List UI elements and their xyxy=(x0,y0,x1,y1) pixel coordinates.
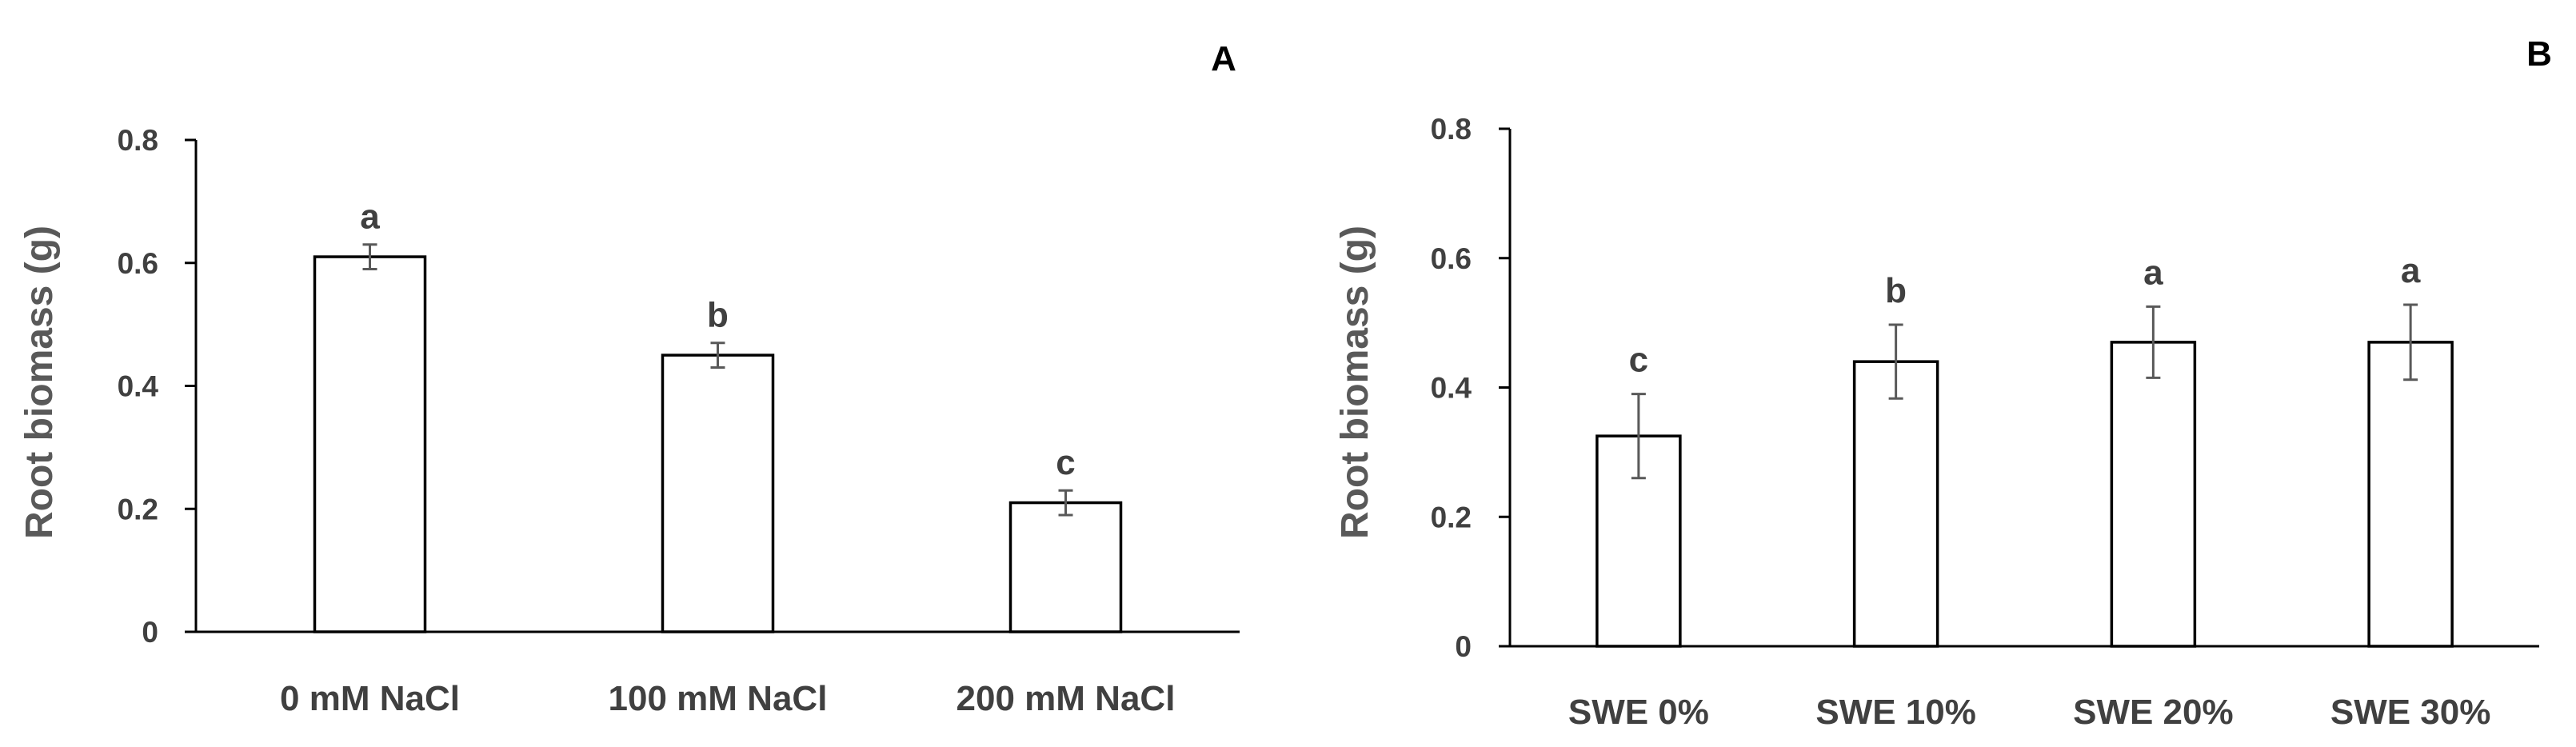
y-tick-label: 0 xyxy=(1455,630,1472,663)
bar-b-3 xyxy=(2110,341,2197,648)
y-tick-label: 0.8 xyxy=(118,124,158,157)
bar-a-2 xyxy=(661,354,775,633)
x-category-label: SWE 30% xyxy=(2330,693,2491,732)
significance-label: c xyxy=(1629,341,1648,380)
plot-area-b: 0 0.2 0.4 0.6 0.8 c SWE 0% b SWE 10% a SWE 20% a SWE… xyxy=(1431,113,2539,732)
error-bar xyxy=(1888,323,1903,400)
x-category-label: 200 mM NaCl xyxy=(957,679,1176,718)
y-tick-label: 0.6 xyxy=(118,247,158,280)
error-bar xyxy=(1058,489,1073,517)
significance-label: a xyxy=(2143,253,2163,292)
y-tick-label: 0 xyxy=(142,616,158,649)
panel-label-a: A xyxy=(1211,39,1236,78)
x-category-label: SWE 10% xyxy=(1815,693,1976,732)
y-axis-label-b: Root biomass (g) xyxy=(1334,226,1376,539)
bar-a-3 xyxy=(1008,501,1123,633)
x-category-label: 0 mM NaCl xyxy=(280,679,460,718)
x-category-label: SWE 0% xyxy=(1568,693,1709,732)
bar-b-4 xyxy=(2367,341,2454,648)
bar-a-1 xyxy=(313,255,427,633)
y-tick-label: 0.4 xyxy=(1431,372,1472,405)
y-axis-label-a: Root biomass (g) xyxy=(18,226,61,539)
y-tick-label: 0.2 xyxy=(1431,501,1472,533)
error-bar xyxy=(2146,305,2161,379)
y-tick-label: 0.4 xyxy=(118,370,159,403)
significance-label: b xyxy=(707,296,729,335)
significance-label: c xyxy=(1056,443,1075,482)
y-tick-label: 0.8 xyxy=(1431,113,1472,146)
chart-panel-a: A Root biomass (g) 0 0.2 0.4 0.6 0.8 a 0 mM Na… xyxy=(18,39,1240,718)
error-bar xyxy=(1631,393,1646,480)
error-bar xyxy=(2403,303,2418,381)
y-tick-label: 0.2 xyxy=(118,493,158,525)
panel-label-b: B xyxy=(2526,34,2552,74)
plot-area-a: 0 0.2 0.4 0.6 0.8 a 0 mM NaCl b 100 mM NaCl c 200 … xyxy=(118,124,1240,718)
significance-label: b xyxy=(1885,271,1907,310)
significance-label: a xyxy=(360,198,380,237)
bar-b-2 xyxy=(1852,360,1939,648)
x-category-label: SWE 20% xyxy=(2073,693,2234,732)
error-bar xyxy=(362,243,377,270)
significance-label: a xyxy=(2401,251,2421,290)
x-category-label: 100 mM NaCl xyxy=(609,679,828,718)
chart-panel-b: B Root biomass (g) 0 0.2 0.4 0.6 0.8 c SWE 0% b… xyxy=(1334,34,2552,732)
y-tick-label: 0.6 xyxy=(1431,242,1472,275)
error-bar xyxy=(710,342,725,369)
